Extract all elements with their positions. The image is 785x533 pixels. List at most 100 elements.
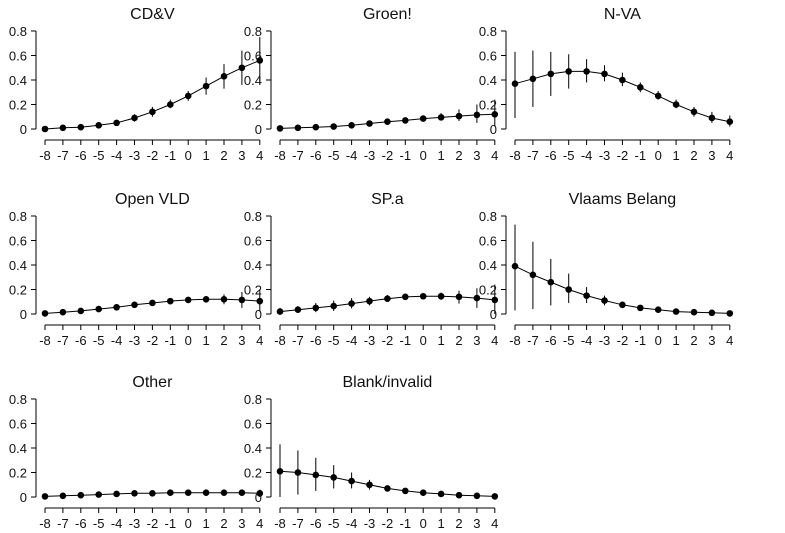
y-tick-label: 0.4 bbox=[479, 258, 497, 273]
x-tick-label: -2 bbox=[617, 333, 629, 348]
x-tick-label: -8 bbox=[39, 516, 51, 531]
y-tick-label: 0 bbox=[255, 122, 262, 137]
x-tick-label: 2 bbox=[220, 333, 227, 348]
data-point bbox=[491, 493, 499, 500]
x-tick-label: -4 bbox=[581, 333, 593, 348]
x-tick-label: -3 bbox=[599, 333, 611, 348]
data-point bbox=[77, 123, 85, 131]
x-tick-label: -3 bbox=[129, 148, 141, 163]
x-tick-label: -7 bbox=[57, 333, 69, 348]
panel-title: SP.a bbox=[371, 191, 404, 208]
y-tick-label: 0 bbox=[20, 307, 27, 322]
data-point bbox=[59, 124, 67, 132]
x-tick-label: -6 bbox=[310, 148, 322, 163]
data-point bbox=[565, 68, 572, 75]
x-tick-label: -5 bbox=[563, 333, 575, 348]
x-tick-label: 2 bbox=[455, 516, 462, 531]
panel-title: N-VA bbox=[604, 6, 641, 23]
panel-title: Blank/invalid bbox=[342, 374, 432, 391]
data-point bbox=[491, 111, 499, 118]
data-point bbox=[348, 477, 355, 485]
data-point bbox=[402, 117, 409, 124]
y-tick-label: 0.2 bbox=[479, 98, 497, 113]
data-point bbox=[59, 308, 67, 316]
y-tick-label: 0.6 bbox=[9, 417, 27, 432]
x-tick-label: -6 bbox=[545, 148, 557, 163]
x-tick-label: 4 bbox=[726, 333, 733, 348]
data-point bbox=[348, 300, 355, 307]
data-point bbox=[547, 278, 555, 286]
x-tick-label: -5 bbox=[328, 333, 340, 348]
data-point bbox=[437, 490, 445, 498]
y-tick-label: 0.2 bbox=[244, 98, 262, 113]
data-point bbox=[184, 92, 192, 100]
x-tick-label: -5 bbox=[328, 148, 340, 163]
x-tick-label: -8 bbox=[509, 333, 521, 348]
x-tick-label: 1 bbox=[672, 333, 679, 348]
x-tick-label: 3 bbox=[473, 516, 480, 531]
x-tick-label: -3 bbox=[129, 516, 141, 531]
x-tick-label: 3 bbox=[238, 516, 245, 531]
data-point bbox=[529, 271, 537, 279]
x-tick-label: 3 bbox=[238, 333, 245, 348]
series-line bbox=[279, 470, 495, 497]
x-tick-label: -5 bbox=[328, 516, 340, 531]
data-point bbox=[726, 310, 734, 317]
data-point bbox=[583, 292, 590, 299]
x-tick-label: -6 bbox=[545, 333, 557, 348]
data-point bbox=[294, 469, 302, 476]
x-tick-label: -4 bbox=[111, 148, 123, 163]
data-point bbox=[511, 80, 519, 87]
y-tick-label: 0 bbox=[490, 307, 497, 322]
x-tick-label: -4 bbox=[111, 333, 123, 348]
x-tick-label: -8 bbox=[274, 148, 286, 163]
x-tick-label: -6 bbox=[310, 516, 322, 531]
x-tick-label: -8 bbox=[509, 148, 521, 163]
data-point bbox=[41, 310, 49, 317]
x-tick-label: -6 bbox=[75, 333, 87, 348]
y-tick-label: 0 bbox=[20, 122, 27, 137]
data-point bbox=[402, 487, 409, 495]
data-point bbox=[202, 296, 210, 303]
x-tick-label: -3 bbox=[129, 333, 141, 348]
data-point bbox=[95, 122, 102, 129]
panel-sp-a: SP.a00.20.40.60.8-8 -7 -6 -5 -4 -3 -2 -1 0 1 2 3 4 bbox=[244, 191, 498, 348]
data-point bbox=[220, 296, 228, 303]
x-tick-label: -1 bbox=[165, 333, 177, 348]
x-tick-label: -2 bbox=[147, 516, 159, 531]
data-point bbox=[637, 304, 644, 312]
x-tick-label: 3 bbox=[473, 148, 480, 163]
x-tick-label: -7 bbox=[292, 148, 304, 163]
x-tick-label: 2 bbox=[220, 516, 227, 531]
y-tick-label: 0.4 bbox=[244, 73, 262, 88]
data-point bbox=[276, 467, 284, 475]
y-tick-label: 0.2 bbox=[244, 466, 262, 481]
x-tick-label: 0 bbox=[655, 148, 662, 163]
data-point bbox=[220, 73, 228, 80]
data-point bbox=[384, 118, 391, 125]
y-tick-label: 0.2 bbox=[9, 98, 27, 113]
x-tick-label: -2 bbox=[382, 333, 394, 348]
data-point bbox=[131, 301, 138, 309]
x-tick-label: -3 bbox=[364, 333, 376, 348]
data-point bbox=[184, 296, 192, 304]
data-point bbox=[384, 485, 391, 492]
data-point bbox=[455, 112, 463, 120]
x-tick-label: -3 bbox=[364, 148, 376, 163]
x-tick-label: -3 bbox=[599, 148, 611, 163]
data-point bbox=[330, 123, 338, 130]
x-tick-label: 4 bbox=[491, 516, 498, 531]
data-point bbox=[256, 297, 264, 305]
data-point bbox=[491, 296, 499, 304]
x-tick-label: 1 bbox=[202, 333, 209, 348]
data-point bbox=[547, 70, 555, 78]
data-point bbox=[419, 292, 427, 300]
data-point bbox=[619, 301, 626, 309]
y-tick-label: 0.4 bbox=[244, 441, 262, 456]
x-tick-label: -7 bbox=[57, 516, 69, 531]
data-point bbox=[330, 474, 338, 481]
panel-title: Open VLD bbox=[115, 191, 190, 208]
